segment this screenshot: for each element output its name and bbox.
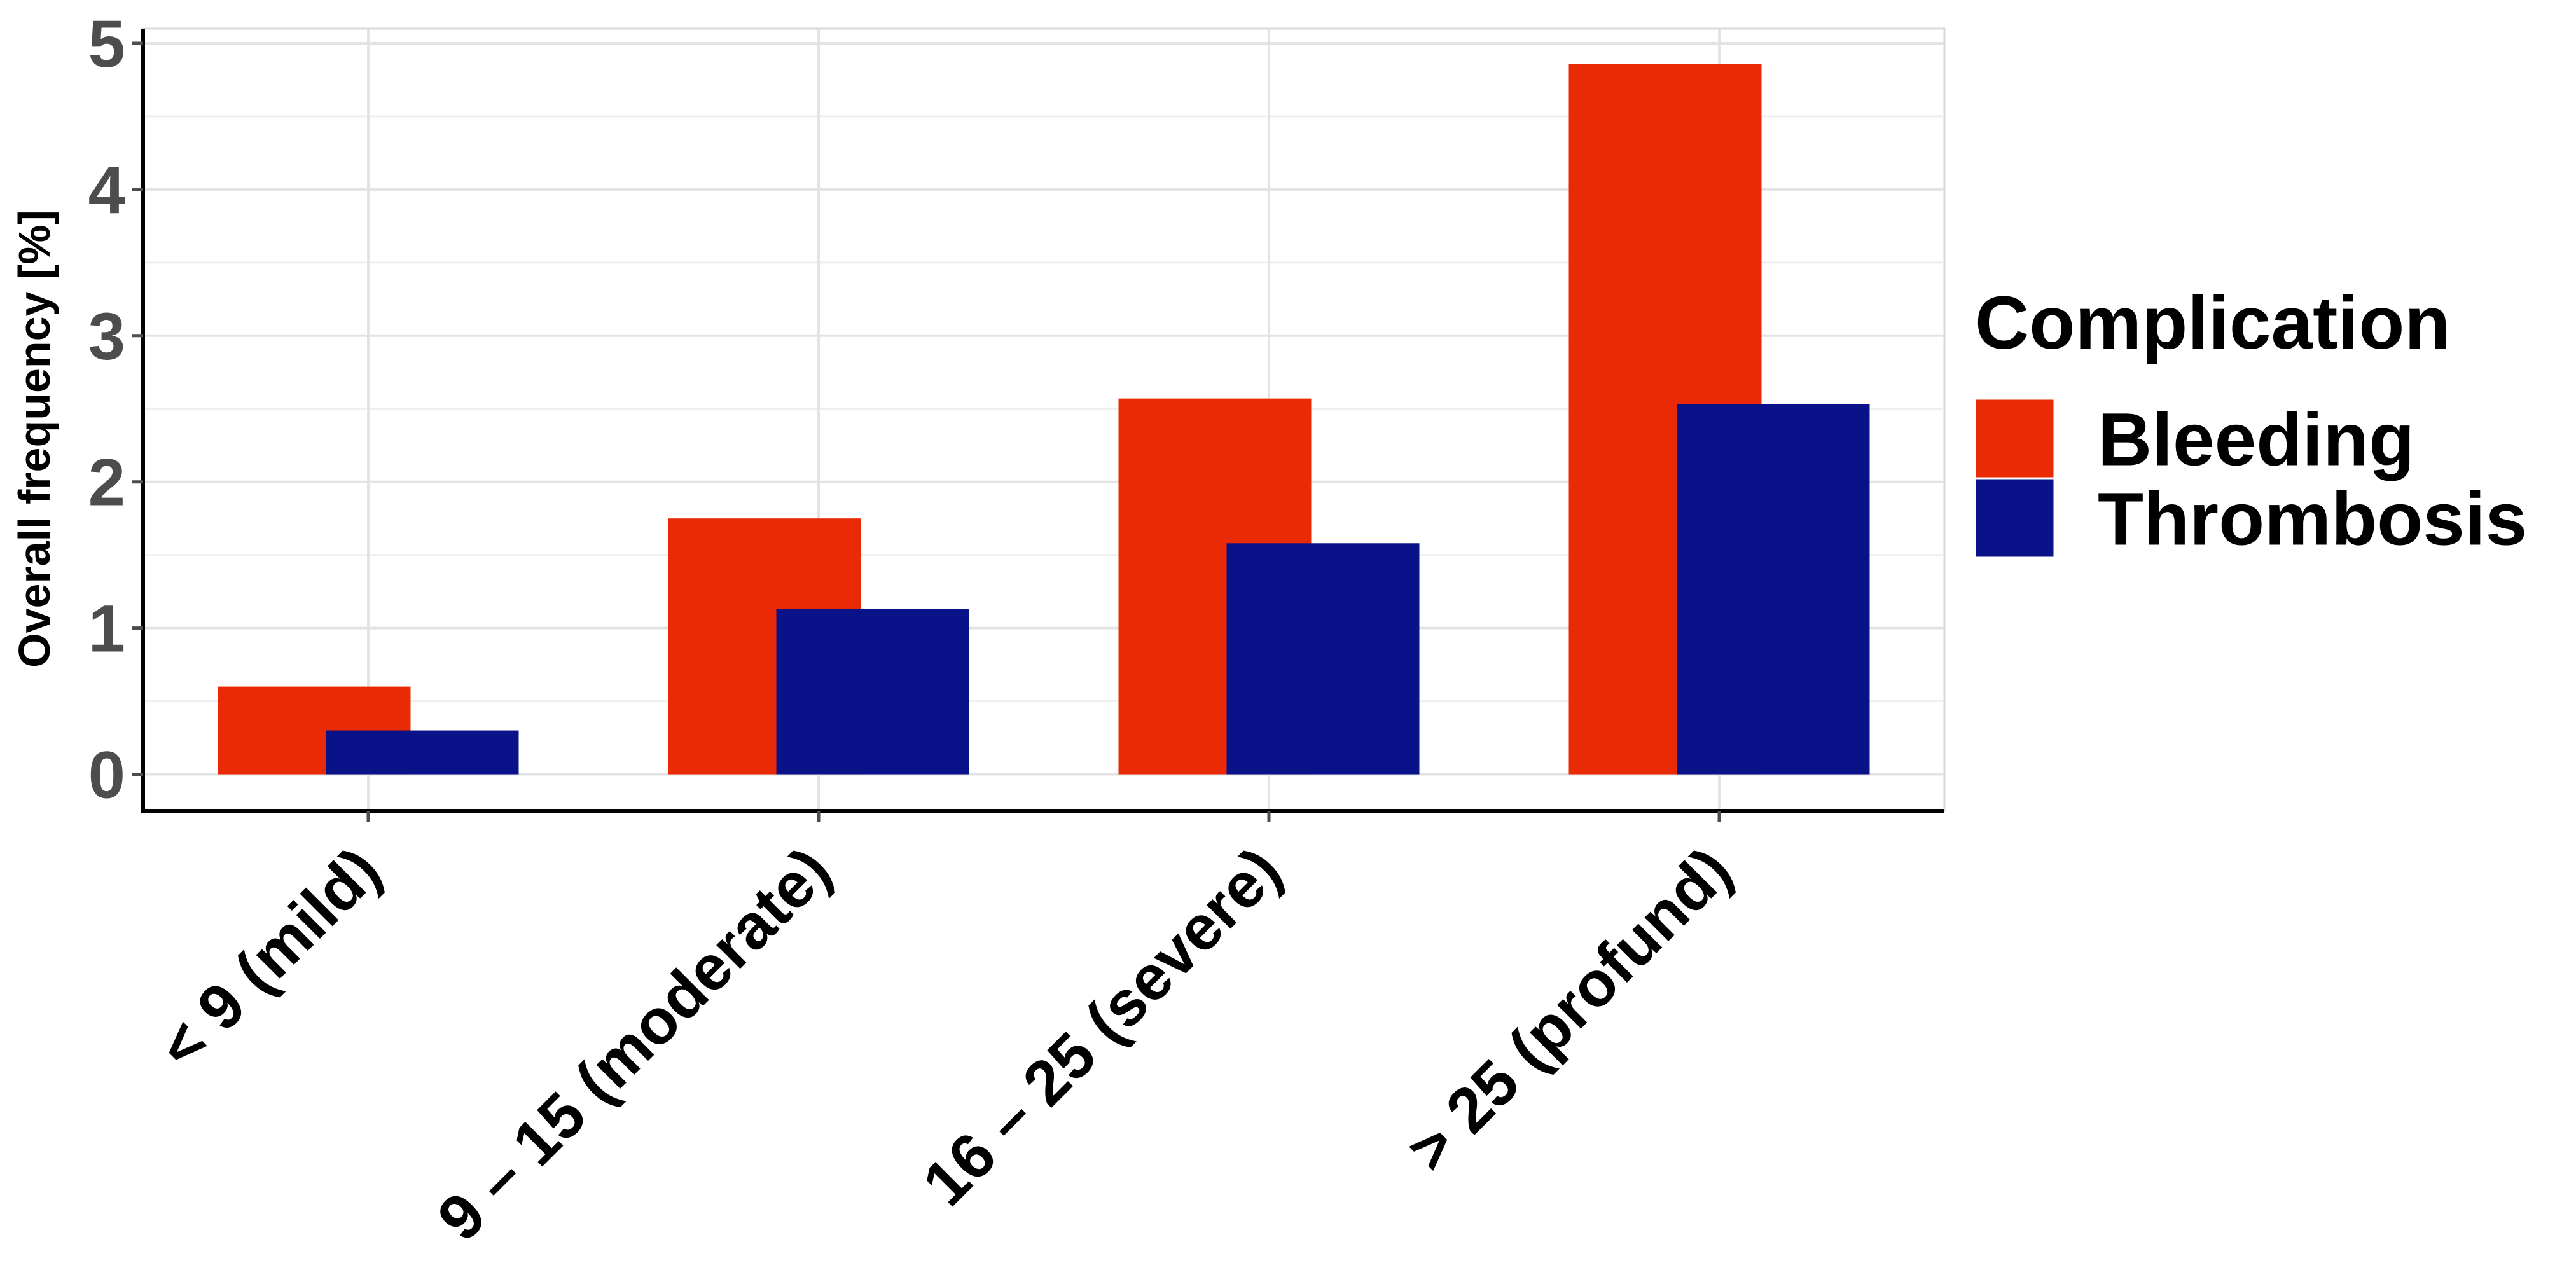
legend-title: Complication <box>1975 281 2450 365</box>
bar-thrombosis-1 <box>776 609 969 775</box>
y-tick-label: 4 <box>88 153 125 228</box>
bar-thrombosis-0 <box>326 730 519 775</box>
y-tick-label: 3 <box>88 300 125 374</box>
axes <box>141 29 1944 813</box>
bars <box>218 64 1870 775</box>
y-tick-label: 5 <box>88 7 125 81</box>
y-tick-labels: 0 1 2 3 4 5 <box>88 7 143 813</box>
legend-label-bleeding: Bleeding <box>2098 398 2414 482</box>
legend-label-thrombosis: Thrombosis <box>2098 478 2527 562</box>
y-tick-label: 0 <box>88 738 125 813</box>
y-axis-title: Overall frequency [%] <box>10 210 59 668</box>
bar-thrombosis-3 <box>1677 404 1870 775</box>
bar-thrombosis-2 <box>1226 543 1420 775</box>
y-tick-label: 1 <box>88 592 125 666</box>
legend-key-thrombosis <box>1974 477 2056 559</box>
legend-key-bleeding <box>1974 397 2056 480</box>
y-tick-label: 2 <box>88 446 125 520</box>
